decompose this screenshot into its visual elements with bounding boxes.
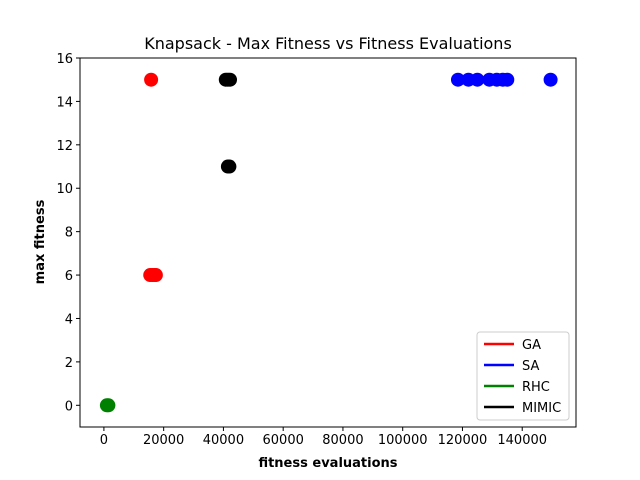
plot-frame [79,57,577,428]
x-axis: 0 20000 40000 60000 80000 100000 120000 140000 [100,427,547,448]
y-tick-label: 10 [56,182,73,197]
x-tick-label: 20000 [143,433,184,448]
point-sa-0 [450,72,465,87]
legend-label-ga: GA [522,338,541,353]
y-tick-label: 8 [65,226,73,241]
y-tick-label: 0 [65,399,73,414]
point-sa-7 [543,72,558,87]
chart-title: Knapsack - Max Fitness vs Fitness Evalua… [144,34,512,53]
point-mimic-4 [222,159,237,174]
x-axis-title: fitness evaluations [258,456,397,471]
legend-label-mimic: MIMIC [522,401,561,416]
y-tick-label: 2 [65,356,73,371]
legend-label-sa: SA [522,359,539,374]
y-tick-label: 16 [56,52,73,67]
x-tick-label: 60000 [263,433,304,448]
y-tick-label: 14 [56,95,73,110]
point-rhc-1 [101,398,116,413]
point-mimic-2 [223,72,237,87]
x-tick-label: 40000 [203,433,244,448]
point-ga-4 [148,268,163,283]
legend: GA SA RHC MIMIC [476,331,570,421]
point-ga-0 [144,72,159,87]
y-tick-label: 6 [65,269,73,284]
y-axis-title: max fitness [33,199,48,284]
x-tick-label: 140000 [497,433,547,448]
points-layer [99,72,558,413]
legend-box [476,331,570,421]
x-tick-label: 100000 [378,433,428,448]
x-tick-label: 0 [100,433,108,448]
y-tick-label: 12 [56,139,73,154]
point-sa-2 [470,72,485,87]
x-tick-label: 120000 [438,433,488,448]
point-sa-6 [500,72,515,87]
y-axis: 0 2 4 6 8 10 12 14 16 [56,52,80,414]
legend-label-rhc: RHC [522,380,550,395]
x-tick-label: 80000 [322,433,363,448]
y-tick-label: 4 [65,312,73,327]
